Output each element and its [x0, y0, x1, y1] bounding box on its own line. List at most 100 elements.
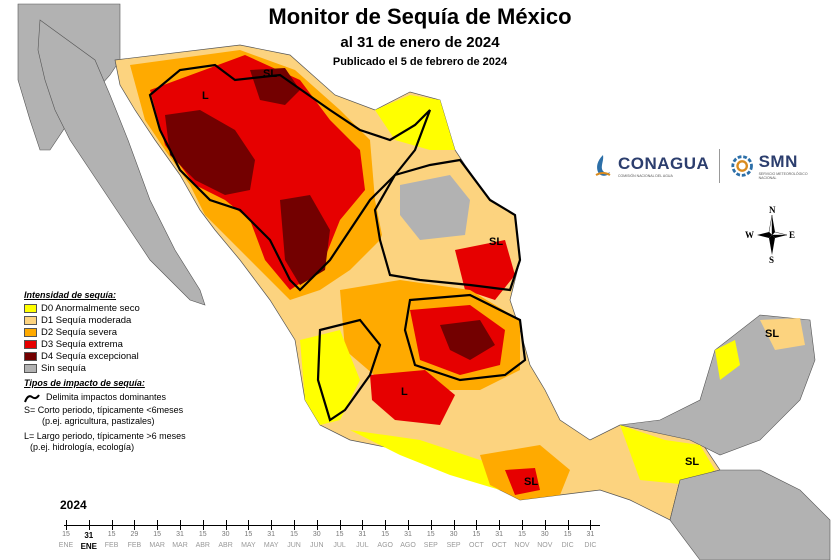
d1-yucatan-ne: [760, 318, 805, 350]
timeline-tick: [157, 520, 159, 530]
impact-boundary-northeast: [373, 158, 522, 292]
timeline-month-label: MAY: [241, 542, 256, 549]
impact-boundary-central: [403, 293, 527, 382]
timeline-day-label: 30: [221, 531, 230, 538]
timeline-day-label: 31: [267, 531, 276, 538]
timeline-day-label: 15: [153, 531, 162, 538]
timeline-day-label: 15: [198, 531, 207, 538]
timeline-day-label: 29: [130, 531, 139, 538]
timeline-day-label: 15: [335, 531, 344, 538]
timeline-tick: [544, 520, 546, 530]
d3-oaxaca: [505, 468, 540, 495]
timeline-tick: [430, 520, 432, 530]
legend-swatch-d3: [24, 339, 37, 349]
timeline-month-label: MAY: [263, 542, 279, 549]
timeline-tick: [522, 520, 523, 530]
impact-s-line1: S= Corto periodo, típicamente <6meses: [24, 405, 184, 415]
timeline-tick: [248, 520, 250, 530]
legend-heading: Intensidad de sequía:: [24, 290, 117, 300]
logo-divider: [719, 149, 721, 183]
legend-item-d2: D2 Sequía severa: [24, 326, 264, 338]
timeline-month-label: ENE: [58, 542, 74, 549]
central-america: [669, 469, 831, 560]
timeline-month-label: OCT: [491, 542, 507, 549]
map-subtitle: al 31 de enero de 2024: [340, 34, 500, 51]
timeline-tick: [134, 520, 136, 530]
timeline-tick: [88, 520, 90, 530]
label-sl-northeast: SL: [489, 236, 504, 248]
timeline-tick: [180, 520, 181, 530]
timeline-tick: [339, 520, 341, 530]
timeline-month-label: DIC: [584, 542, 597, 549]
baja-california: [37, 19, 206, 306]
impact-s-line2: (p.ej. agricultura, pastizales): [42, 416, 155, 426]
label-l-central: L: [401, 386, 408, 398]
timeline-month-label: FEB: [104, 542, 119, 549]
legend-item-d1: D1 Sequía moderada: [24, 314, 264, 326]
label-sl-southeast: SL: [685, 456, 700, 468]
timeline-month-label: AGO: [400, 542, 416, 549]
timeline-month-label: DIC: [561, 542, 574, 549]
timeline-day-label: 15: [244, 531, 253, 538]
compass-e: E: [789, 230, 796, 240]
timeline-month-label: SEP: [423, 542, 438, 549]
timeline-day-label: 31: [176, 531, 184, 538]
compass-s: S: [769, 255, 775, 265]
timeline-month-label: NOV: [514, 542, 530, 549]
timeline-day-label: 31: [404, 531, 412, 538]
timeline-tick: [453, 520, 455, 530]
legend-swatch-none: [24, 363, 37, 373]
legend-label-d0: D0 Anormalmente seco: [41, 302, 140, 314]
timeline-month-label: JUN: [309, 542, 324, 549]
legend-label-d2: D2 Sequía severa: [41, 326, 118, 338]
label-sl-yucatan: SL: [765, 328, 780, 340]
yucatan-none: [619, 314, 816, 456]
timeline-day-label: 30: [449, 531, 458, 538]
timeline-day-label: 31: [84, 531, 94, 540]
timeline-day-label: 31: [586, 531, 595, 538]
legend-item-d3: D3 Sequía extrema: [24, 338, 264, 350]
timeline-month-label: FEB: [127, 542, 142, 549]
legend-swatch-d1: [24, 315, 37, 325]
timeline-tick: [294, 520, 295, 530]
timeline-month-label: ABR: [195, 542, 210, 549]
legend-swatch-d4: [24, 351, 37, 361]
d4-sonora: [165, 110, 255, 195]
impact-line-label: Delimita impactos dominantes: [46, 392, 167, 402]
impact-line-row: Delimita impactos dominantes: [24, 392, 264, 403]
timeline-month-label: ENE: [80, 542, 98, 551]
compass-icon: [757, 214, 788, 255]
d3-michoacan: [370, 370, 455, 425]
conagua-name: CONAGUA: [618, 154, 710, 173]
timeline-tick: [499, 520, 501, 530]
d4-central: [440, 320, 495, 360]
timeline-month-label: OCT: [469, 542, 484, 549]
legend-swatch-d2: [24, 327, 37, 337]
timeline-day-label: 15: [107, 531, 116, 538]
timeline-tick: [476, 520, 478, 530]
label-sl-south: SL: [524, 476, 539, 488]
impact-l-line1: L= Largo periodo, típicamente >6 meses: [24, 431, 186, 441]
timeline-tick: [385, 520, 387, 530]
legend-swatch-d0: [24, 303, 37, 313]
impact-l-line2: (p.ej. hidrología, ecología): [30, 442, 135, 452]
d4-durango: [280, 195, 330, 285]
timeline-month-label: NOV: [537, 542, 553, 549]
timeline-day-label: 15: [426, 531, 435, 538]
timeline-month-label: MAR: [149, 542, 165, 549]
conagua-emblem-icon: [595, 155, 611, 176]
timeline-day-label: 31: [358, 531, 367, 538]
legend-item-d4: D4 Sequía excepcional: [24, 350, 264, 362]
timeline-tick: [567, 520, 569, 530]
publication-date: Publicado el 5 de febrero de 2024: [332, 56, 508, 68]
d0-tabasco: [620, 425, 715, 485]
smn-name: SMN: [758, 152, 798, 171]
smn-subtitle: SERVICIO METEOROLÓGICO NACIONAL: [758, 172, 808, 180]
timeline-tick: [111, 520, 113, 530]
compass-w: W: [745, 230, 754, 240]
timeline-day-label: 15: [518, 531, 526, 538]
timeline-day-label: 15: [472, 531, 481, 538]
timeline-tick: [408, 520, 409, 530]
conagua-logo: CONAGUA COMISIÓN NACIONAL DEL AGUA: [592, 153, 709, 179]
agency-logos: CONAGUA COMISIÓN NACIONAL DEL AGUA SMN S…: [592, 146, 822, 186]
